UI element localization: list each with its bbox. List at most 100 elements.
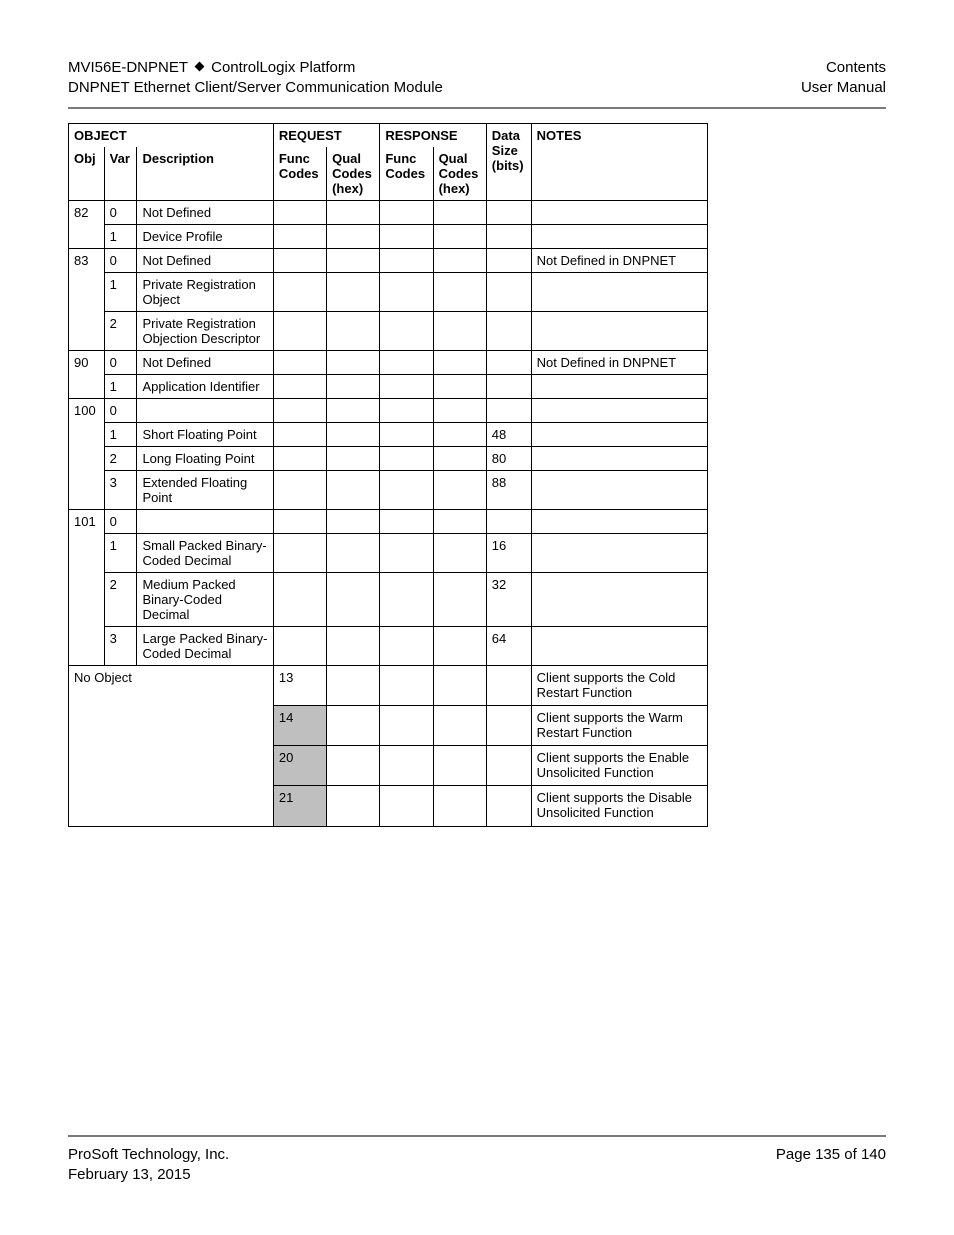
cell-func-req bbox=[273, 533, 326, 572]
cell-var: 1 bbox=[104, 533, 137, 572]
cell-datasize bbox=[486, 248, 531, 272]
cell-qual-req bbox=[327, 533, 380, 572]
cell-func-resp bbox=[380, 446, 433, 470]
object-table: OBJECT REQUEST RESPONSE Data Size (bits)… bbox=[68, 123, 708, 827]
table-group-header-row: OBJECT REQUEST RESPONSE Data Size (bits)… bbox=[69, 123, 708, 147]
cell-qual-req bbox=[327, 374, 380, 398]
cell-datasize: 64 bbox=[486, 626, 531, 665]
cell-func-req bbox=[273, 422, 326, 446]
cell-empty bbox=[486, 786, 531, 826]
cell-empty bbox=[486, 705, 531, 745]
cell-func-req bbox=[273, 200, 326, 224]
cell-func-resp bbox=[380, 224, 433, 248]
cell-datasize: 32 bbox=[486, 572, 531, 626]
cell-notes: Client supports the Warm Restart Functio… bbox=[531, 705, 707, 745]
table-row: 830Not DefinedNot Defined in DNPNET bbox=[69, 248, 708, 272]
cell-notes bbox=[531, 626, 707, 665]
cell-func-req: 14 bbox=[273, 705, 326, 745]
cell-empty bbox=[433, 786, 486, 826]
cell-desc: Private Registration Object bbox=[137, 272, 273, 311]
cell-obj bbox=[69, 626, 105, 665]
table-row: 2Medium Packed Binary-Coded Decimal32 bbox=[69, 572, 708, 626]
cell-notes bbox=[531, 446, 707, 470]
cell-var: 2 bbox=[104, 311, 137, 350]
cell-empty bbox=[380, 665, 433, 705]
cell-func-resp bbox=[380, 422, 433, 446]
cell-no-object: No Object bbox=[69, 665, 274, 826]
cell-func-req bbox=[273, 626, 326, 665]
cell-func-req bbox=[273, 311, 326, 350]
table-row: 1Application Identifier bbox=[69, 374, 708, 398]
cell-qual-req bbox=[327, 422, 380, 446]
cell-obj: 83 bbox=[69, 248, 105, 272]
cell-empty bbox=[486, 746, 531, 786]
cell-func-resp bbox=[380, 626, 433, 665]
cell-notes: Client supports the Disable Unsolicited … bbox=[531, 786, 707, 826]
cell-func-resp bbox=[380, 509, 433, 533]
cell-desc: Private Registration Objection Descripto… bbox=[137, 311, 273, 350]
table-row: 900Not DefinedNot Defined in DNPNET bbox=[69, 350, 708, 374]
cell-datasize bbox=[486, 311, 531, 350]
group-header-object: OBJECT bbox=[69, 123, 274, 147]
group-header-response: RESPONSE bbox=[380, 123, 486, 147]
cell-func-resp bbox=[380, 311, 433, 350]
cell-obj: 100 bbox=[69, 398, 105, 422]
cell-notes bbox=[531, 470, 707, 509]
cell-notes bbox=[531, 272, 707, 311]
cell-func-req bbox=[273, 470, 326, 509]
cell-var: 0 bbox=[104, 398, 137, 422]
cell-notes: Client supports the Cold Restart Functio… bbox=[531, 665, 707, 705]
cell-func-req bbox=[273, 350, 326, 374]
cell-desc: Large Packed Binary-Coded Decimal bbox=[137, 626, 273, 665]
cell-func-req bbox=[273, 398, 326, 422]
table-row: 3Extended Floating Point88 bbox=[69, 470, 708, 509]
cell-var: 1 bbox=[104, 422, 137, 446]
cell-desc: Long Floating Point bbox=[137, 446, 273, 470]
diamond-icon bbox=[194, 62, 204, 72]
cell-desc: Short Floating Point bbox=[137, 422, 273, 446]
col-header-obj: Obj bbox=[69, 147, 105, 201]
cell-qual-req bbox=[327, 311, 380, 350]
cell-qual-resp bbox=[433, 248, 486, 272]
cell-func-req bbox=[273, 224, 326, 248]
cell-func-resp bbox=[380, 248, 433, 272]
cell-datasize: 16 bbox=[486, 533, 531, 572]
cell-var: 0 bbox=[104, 248, 137, 272]
cell-var: 2 bbox=[104, 446, 137, 470]
cell-desc: Not Defined bbox=[137, 248, 273, 272]
cell-desc: Application Identifier bbox=[137, 374, 273, 398]
table-row: 2Private Registration Objection Descript… bbox=[69, 311, 708, 350]
cell-var: 1 bbox=[104, 272, 137, 311]
cell-desc bbox=[137, 509, 273, 533]
header-module: DNPNET Ethernet Client/Server Communicat… bbox=[68, 78, 443, 98]
cell-qual-resp bbox=[433, 398, 486, 422]
cell-var: 3 bbox=[104, 470, 137, 509]
cell-datasize: 80 bbox=[486, 446, 531, 470]
header-platform: ControlLogix Platform bbox=[211, 59, 355, 76]
cell-func-req bbox=[273, 374, 326, 398]
cell-obj: 82 bbox=[69, 200, 105, 224]
table-row: 3Large Packed Binary-Coded Decimal64 bbox=[69, 626, 708, 665]
cell-qual-resp bbox=[433, 200, 486, 224]
table-row: 1000 bbox=[69, 398, 708, 422]
table-row: 1Short Floating Point48 bbox=[69, 422, 708, 446]
col-header-func-req: Func Codes bbox=[273, 147, 326, 201]
cell-func-resp bbox=[380, 374, 433, 398]
cell-var: 1 bbox=[104, 374, 137, 398]
cell-var: 2 bbox=[104, 572, 137, 626]
cell-qual-req bbox=[327, 200, 380, 224]
cell-qual-req bbox=[327, 350, 380, 374]
cell-qual-resp bbox=[433, 509, 486, 533]
cell-notes: Not Defined in DNPNET bbox=[531, 350, 707, 374]
cell-empty bbox=[380, 746, 433, 786]
cell-qual-resp bbox=[433, 533, 486, 572]
cell-notes bbox=[531, 509, 707, 533]
cell-var: 0 bbox=[104, 509, 137, 533]
cell-obj bbox=[69, 311, 105, 350]
col-header-func-resp: Func Codes bbox=[380, 147, 433, 201]
table-row: 1010 bbox=[69, 509, 708, 533]
cell-obj bbox=[69, 422, 105, 446]
table-row: 1Small Packed Binary-Coded Decimal16 bbox=[69, 533, 708, 572]
cell-desc: Device Profile bbox=[137, 224, 273, 248]
cell-func-req bbox=[273, 509, 326, 533]
